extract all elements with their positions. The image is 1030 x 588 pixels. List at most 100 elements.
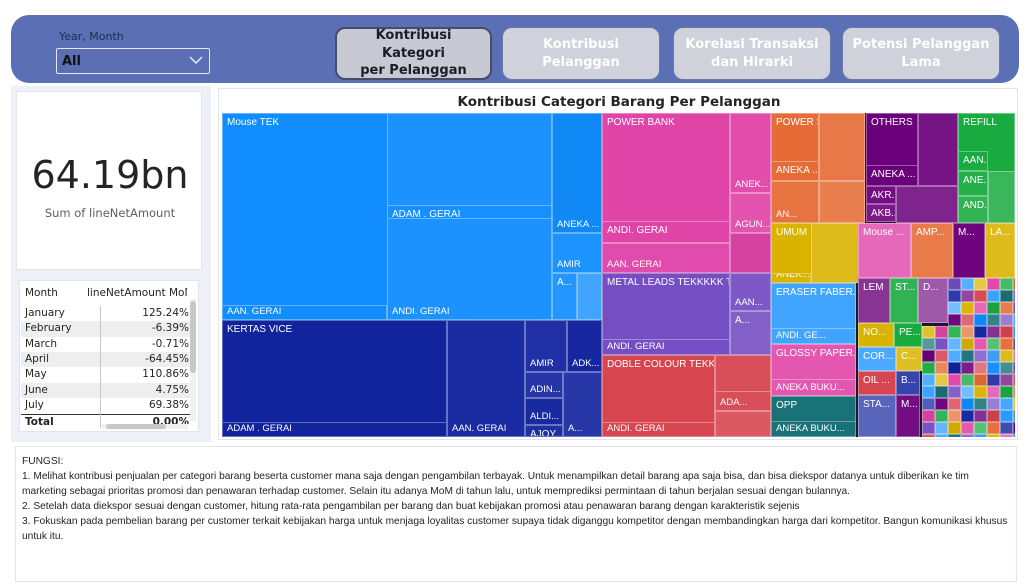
treemap-tile[interactable]: AAN. GE... — [958, 151, 988, 171]
treemap-tile[interactable] — [987, 290, 1000, 302]
treemap-tile[interactable] — [922, 434, 935, 437]
treemap-tile[interactable]: OIL ... — [858, 371, 896, 395]
treemap-tile[interactable] — [987, 398, 1000, 410]
treemap-tile[interactable] — [922, 338, 935, 350]
table-row[interactable]: February -6.39% — [21, 321, 193, 337]
treemap-tile[interactable] — [987, 326, 1000, 338]
treemap-tile[interactable] — [948, 362, 961, 374]
treemap-tile[interactable]: ANEKA BUKU... — [771, 379, 856, 396]
treemap-tile[interactable]: B... — [896, 371, 920, 395]
treemap-tile[interactable]: AGUN... — [730, 193, 771, 233]
treemap-tile[interactable] — [974, 278, 987, 290]
treemap-tile[interactable] — [1000, 434, 1013, 437]
treemap-tile[interactable]: ANEK... — [771, 273, 811, 283]
treemap-tile[interactable]: ANEKA ... ANEKA G... — [771, 161, 819, 181]
table-row[interactable]: March -0.71% — [21, 337, 193, 352]
treemap-tile[interactable] — [987, 302, 1000, 314]
treemap-tile[interactable]: M... — [896, 395, 920, 437]
treemap-tile[interactable] — [1000, 314, 1013, 326]
treemap-tile[interactable] — [935, 338, 948, 350]
table-row[interactable]: July 69.38% — [21, 398, 193, 413]
treemap-tile[interactable] — [987, 422, 1000, 434]
treemap-tile[interactable]: ADIN... — [525, 372, 563, 398]
treemap-tile[interactable] — [715, 411, 771, 437]
treemap-tile[interactable]: ANDI. GERAI — [602, 422, 715, 437]
treemap-tile[interactable] — [948, 386, 961, 398]
treemap-tile[interactable]: AND... — [958, 196, 988, 223]
treemap-tile[interactable] — [961, 314, 974, 326]
treemap-tile[interactable] — [974, 374, 987, 386]
treemap-tile[interactable]: AAN. GERAI — [602, 243, 730, 273]
treemap-tile[interactable] — [922, 362, 935, 374]
table-row[interactable]: January 125.24% — [21, 306, 193, 321]
treemap-tile[interactable] — [948, 278, 961, 290]
treemap-tile[interactable] — [961, 290, 974, 302]
treemap-tile[interactable]: LEM — [858, 278, 890, 323]
treemap-tile[interactable] — [922, 350, 935, 362]
treemap-tile[interactable] — [1013, 410, 1015, 422]
treemap-tile[interactable] — [987, 362, 1000, 374]
nav-button-kontribusi-pelanggan[interactable]: Kontribusi Pelanggan — [502, 27, 660, 80]
treemap-tile[interactable] — [922, 398, 935, 410]
treemap-tile[interactable] — [961, 278, 974, 290]
treemap-tile[interactable] — [961, 386, 974, 398]
treemap-tile[interactable] — [961, 350, 974, 362]
treemap-tile[interactable]: ST... — [890, 278, 918, 323]
treemap-tile[interactable] — [961, 302, 974, 314]
treemap-tile[interactable] — [1000, 410, 1013, 422]
treemap-tile[interactable]: LA... — [985, 223, 1015, 278]
treemap-tile[interactable] — [1013, 374, 1015, 386]
treemap-tile[interactable] — [922, 410, 935, 422]
treemap-tile[interactable] — [922, 326, 935, 338]
treemap-tile[interactable] — [1000, 386, 1013, 398]
treemap-tile[interactable] — [935, 350, 948, 362]
treemap-tile[interactable] — [948, 398, 961, 410]
treemap-tile[interactable]: A... — [552, 273, 577, 320]
treemap-tile[interactable] — [974, 338, 987, 350]
treemap-tile[interactable] — [1013, 278, 1015, 290]
table-row[interactable]: April -64.45% — [21, 351, 193, 368]
treemap-tile[interactable] — [1000, 374, 1013, 386]
treemap-tile[interactable] — [1000, 422, 1013, 434]
column-header-mom[interactable]: lineNetAmount MoM% — [87, 287, 187, 299]
treemap-tile[interactable] — [974, 326, 987, 338]
treemap-tile[interactable]: ANEKA ... AAN... — [866, 165, 918, 186]
treemap-tile[interactable] — [987, 278, 1000, 290]
treemap-tile[interactable] — [974, 314, 987, 326]
treemap-tile[interactable] — [961, 362, 974, 374]
treemap-tile[interactable] — [948, 326, 961, 338]
treemap-tile[interactable]: ADA... — [715, 391, 771, 411]
treemap-tile[interactable] — [1013, 422, 1015, 434]
treemap-tile[interactable] — [974, 422, 987, 434]
treemap-tile[interactable] — [1013, 362, 1015, 374]
treemap-tile[interactable] — [1013, 434, 1015, 437]
treemap-tile[interactable] — [987, 350, 1000, 362]
treemap-tile[interactable] — [896, 186, 958, 223]
treemap-tile[interactable] — [987, 434, 1000, 437]
treemap-tile[interactable] — [948, 302, 961, 314]
treemap-tile[interactable] — [961, 338, 974, 350]
treemap-tile[interactable]: AAN. GERAI — [222, 305, 387, 320]
treemap-tile[interactable] — [948, 350, 961, 362]
treemap-tile[interactable] — [1000, 350, 1013, 362]
scrollbar-thumb[interactable] — [190, 301, 196, 373]
treemap-tile[interactable]: ANE... — [958, 171, 988, 196]
treemap-tile[interactable] — [974, 398, 987, 410]
treemap-tile[interactable] — [974, 410, 987, 422]
nav-button-potensi-pelanggan[interactable]: Potensi Pelanggan Lama — [842, 27, 1000, 80]
year-month-slicer[interactable]: All — [56, 48, 210, 74]
treemap-tile[interactable]: ALDI... — [525, 398, 563, 425]
treemap-tile[interactable] — [935, 410, 948, 422]
treemap-tile[interactable] — [987, 410, 1000, 422]
treemap-tile[interactable]: AMP... — [911, 223, 953, 278]
treemap-tile[interactable]: ANEKA ... — [552, 113, 602, 233]
treemap-tile[interactable]: AAN. GERAI — [447, 320, 525, 437]
treemap-tile[interactable] — [935, 326, 948, 338]
treemap-tile[interactable] — [922, 422, 935, 434]
table-row[interactable]: June 4.75% — [21, 382, 193, 398]
treemap-tile[interactable]: A... — [563, 372, 602, 437]
treemap-tile[interactable]: ANEKA BUKU... — [771, 421, 856, 437]
treemap-tile[interactable] — [922, 386, 935, 398]
treemap-tile[interactable] — [1013, 350, 1015, 362]
treemap-tile[interactable]: ANEK... — [730, 113, 771, 193]
